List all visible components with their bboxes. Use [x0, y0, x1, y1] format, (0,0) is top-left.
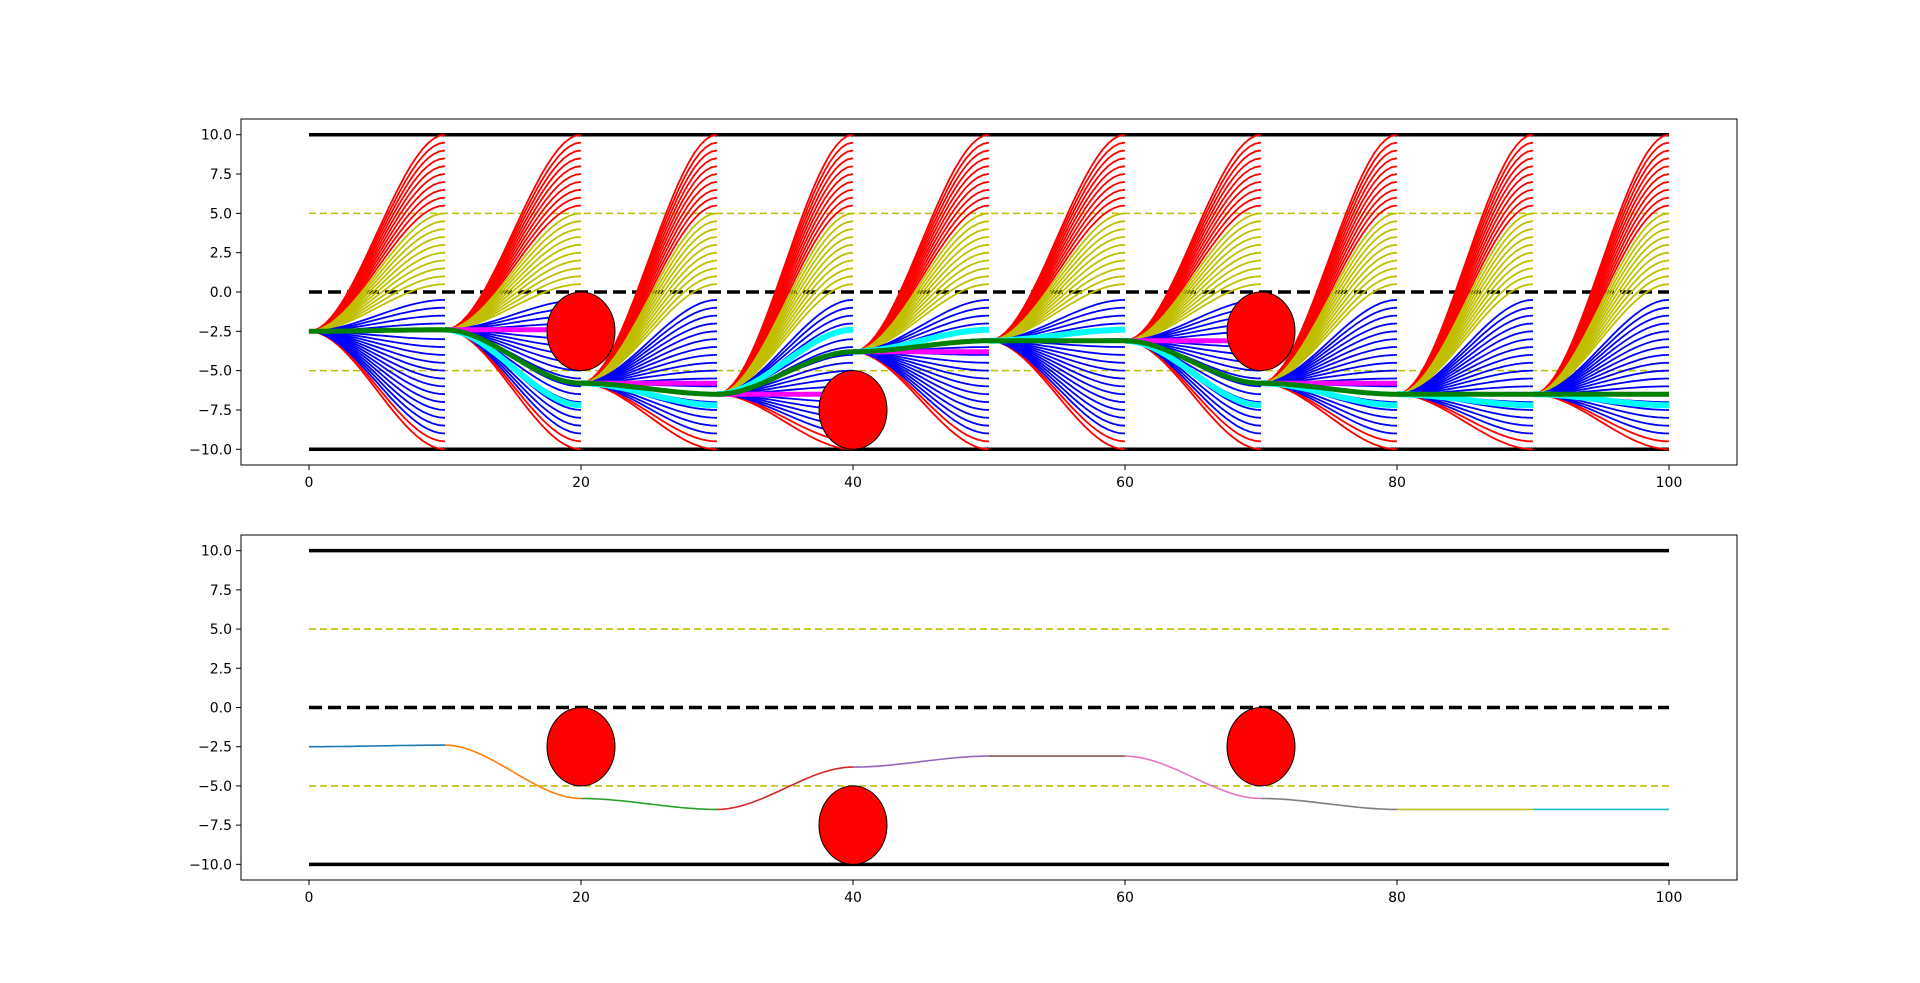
candidate-path-yellow: [1260, 283, 1398, 385]
candidate-path-red: [852, 141, 990, 353]
final-path-segment: [581, 797, 717, 811]
candidate-path-yellow: [988, 212, 1126, 342]
candidate-path-blue: [988, 339, 1126, 435]
candidate-path-blue: [308, 330, 446, 396]
selected-path-segment: [309, 327, 446, 334]
final-path-segment: [309, 744, 445, 748]
selected-path-segment: [444, 327, 582, 386]
x-tick-label: 80: [1388, 890, 1406, 906]
candidate-path-yellow: [1396, 283, 1534, 396]
final-path-segment: [853, 755, 989, 768]
candidate-path-red: [988, 141, 1126, 342]
y-tick-label: 5.0: [210, 206, 232, 222]
candidate-path-blue: [852, 350, 990, 435]
final-path-segment: [1124, 755, 1262, 800]
obstacle-circle: [1226, 707, 1296, 787]
candidate-path-blue: [308, 330, 446, 435]
x-tick-label: 100: [1656, 890, 1683, 906]
x-tick-label: 0: [305, 475, 314, 491]
candidate-path-yellow: [1124, 283, 1262, 342]
top-plot-area: [308, 132, 1670, 452]
final-path-segment: [444, 744, 582, 800]
obstacle-circle: [546, 707, 616, 787]
y-tick-label: −10.0: [189, 442, 232, 458]
candidate-path-yellow: [852, 283, 990, 353]
y-tick-label: 0.0: [210, 285, 232, 301]
selected-path-segment: [716, 349, 854, 397]
y-tick-label: −2.5: [198, 324, 232, 340]
candidate-path-yellow: [444, 283, 582, 331]
candidate-path-yellow: [580, 283, 718, 385]
y-tick-label: 5.0: [210, 622, 232, 638]
bottom-plot-area: [309, 548, 1669, 867]
obstacle-circle: [818, 785, 888, 865]
y-tick-label: −7.5: [198, 403, 232, 419]
candidate-path-red: [1396, 165, 1534, 396]
x-tick-label: 0: [305, 890, 314, 906]
selected-path-segment: [1260, 380, 1397, 397]
candidate-path-yellow: [988, 283, 1126, 342]
x-tick-label: 60: [1116, 475, 1134, 491]
y-tick-label: −5.0: [198, 779, 232, 795]
y-tick-label: 2.5: [210, 661, 232, 677]
y-tick-label: 2.5: [210, 246, 232, 262]
x-tick-label: 20: [572, 890, 590, 906]
y-tick-label: 0.0: [210, 701, 232, 717]
obstacle-circle: [546, 291, 616, 372]
y-tick-label: −2.5: [198, 740, 232, 756]
y-tick-label: −10.0: [189, 857, 232, 873]
y-tick-label: −7.5: [198, 818, 232, 834]
candidate-path-yellow: [308, 283, 446, 333]
candidate-path-blue: [988, 339, 1126, 403]
candidate-path-red: [988, 339, 1126, 451]
y-tick-label: 7.5: [210, 167, 232, 183]
x-tick-label: 60: [1116, 890, 1134, 906]
y-tick-label: −5.0: [198, 364, 232, 380]
obstacle-circle: [1226, 291, 1296, 372]
bottom-chart-final-path: 0 20 40 60 80 100 −10.0 −7.5 −5.0 −2.5 0.0 2.5 5.0 7.…: [189, 534, 1738, 906]
y-tick-label: 10.0: [201, 128, 232, 144]
x-tick-label: 100: [1656, 475, 1683, 491]
x-tick-label: 80: [1388, 475, 1406, 491]
x-tick-label: 20: [572, 475, 590, 491]
candidate-path-yellow: [716, 283, 854, 396]
obstacle-circle: [818, 370, 888, 450]
final-path-segment: [716, 766, 854, 811]
selected-path-segment: [1124, 338, 1262, 386]
y-tick-label: 10.0: [201, 544, 232, 560]
candidate-path-red: [308, 204, 446, 333]
top-chart-candidate-paths: 0 20 40 60 80 100 −10.0 −7.5 −5.0 −2.5 0.0 2.5 5.0 7.…: [189, 118, 1738, 491]
selected-path-segment: [580, 380, 717, 397]
candidate-path-red: [1532, 165, 1670, 396]
final-path-segment: [1261, 797, 1397, 811]
candidate-path-yellow: [1532, 283, 1670, 396]
selected-path-segment: [852, 338, 989, 355]
candidate-path-red: [852, 157, 990, 353]
x-tick-label: 40: [844, 890, 862, 906]
x-tick-label: 40: [844, 475, 862, 491]
y-tick-label: 7.5: [210, 583, 232, 599]
